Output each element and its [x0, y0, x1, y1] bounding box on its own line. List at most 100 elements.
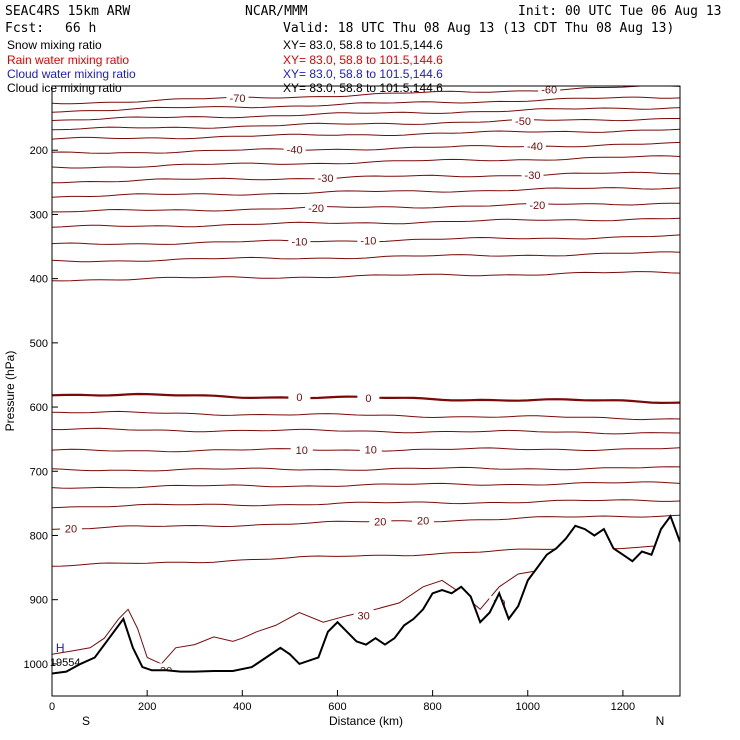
- isotherm--60: [52, 107, 680, 121]
- isotherm--25: [52, 202, 680, 213]
- isotherm-5: [52, 410, 680, 421]
- contour-label-bg: [305, 201, 328, 215]
- contour-label-bg: [412, 513, 435, 527]
- isotherm--70: [52, 86, 680, 105]
- north-label: N: [656, 714, 665, 728]
- isotherm-25: [52, 481, 680, 489]
- contour-label-bg: [314, 170, 337, 184]
- legend-xy-cloud-water: XY= 83.0, 58.8 to 101.5,144.6: [283, 67, 443, 81]
- legend-field-snow: Snow mixing ratio: [7, 38, 102, 52]
- init-time: Init: 00 UTC Tue 06 Aug 13: [518, 4, 722, 19]
- x-tick-label: 400: [233, 701, 251, 713]
- contour-label-bg: [523, 139, 546, 153]
- contour-label: 0: [296, 392, 302, 404]
- contour-label: 10: [365, 445, 377, 457]
- contour-label: -10: [291, 236, 307, 248]
- contour-label-bg: [288, 234, 311, 248]
- contour-label: -10: [360, 235, 376, 247]
- legend-field-cloud-water: Cloud water mixing ratio: [7, 67, 136, 81]
- isotherm--55: [52, 118, 680, 131]
- axis-ticks: 0 200 400 600 800 1000 12002003004005006007008…: [24, 145, 636, 713]
- x-tick-label: 0: [49, 701, 55, 713]
- y-tick-label: 300: [30, 209, 48, 221]
- contour-label: -70: [230, 93, 246, 105]
- x-tick-label: 600: [328, 701, 346, 713]
- isotherm--35: [52, 171, 680, 184]
- y-tick-label: 1000: [24, 659, 48, 671]
- contour-label-bg: [357, 233, 380, 247]
- legend-xy-rain: XY= 83.0, 58.8 to 101.5,144.6: [283, 53, 443, 67]
- legend-field-rain: Rain water mixing ratio: [7, 53, 129, 67]
- forecast-label: Fcst:: [5, 21, 44, 36]
- contour-labels: -70 -60 -50 -40 -40 -30 -30 -20 -20 -10 -10 0 0 10 10 2…: [60, 82, 561, 677]
- contour-label: -30: [318, 173, 334, 185]
- high-marker-label: H: [56, 641, 65, 655]
- contour-label: 0: [365, 393, 371, 405]
- isotherm--40: [52, 155, 680, 169]
- y-tick-label: 700: [30, 466, 48, 478]
- y-tick-label: 200: [30, 145, 48, 157]
- y-tick-label: 400: [30, 274, 48, 286]
- valid-time: Valid: 18 UTC Thu 08 Aug 13 (13 CDT Thu …: [283, 21, 674, 36]
- x-tick-label: 1000: [516, 701, 540, 713]
- isotherm--10: [52, 251, 680, 263]
- isotherm--20: [52, 217, 680, 228]
- surface-marker: H 19554: [50, 641, 81, 669]
- model-title: SEAC4RS 15km ARW: [5, 4, 130, 19]
- contour-label: -30: [525, 170, 541, 182]
- contour-label: -40: [527, 141, 543, 153]
- isotherm--30: [52, 187, 680, 198]
- contour-label-bg: [521, 167, 544, 181]
- contour-label-bg: [290, 442, 313, 456]
- isotherm-contours: [52, 86, 680, 665]
- contour-label-bg: [357, 391, 380, 405]
- y-tick-label: 900: [30, 595, 48, 607]
- organization: NCAR/MMM: [245, 4, 308, 19]
- contour-label: 30: [357, 611, 369, 623]
- contour-label: -20: [529, 200, 545, 212]
- isotherm-10: [52, 427, 680, 435]
- south-label: S: [82, 714, 90, 728]
- contour-label: -40: [287, 145, 303, 157]
- isotherm-20: [52, 466, 680, 472]
- x-axis-label: Distance (km): [329, 714, 403, 728]
- contour-label-bg: [369, 514, 392, 528]
- x-tick-label: 200: [138, 701, 156, 713]
- y-tick-label: 800: [30, 530, 48, 542]
- contour-label-bg: [526, 197, 549, 211]
- terrain-fill: [52, 516, 680, 696]
- contour-label: 10: [296, 445, 308, 457]
- isotherm--65: [52, 96, 680, 113]
- contour-label: 20: [65, 524, 77, 536]
- contour-label-bg: [512, 113, 534, 127]
- legend-xy-snow: XY= 83.0, 58.8 to 101.5,144.6: [283, 38, 443, 52]
- contour-label: 20: [417, 516, 429, 528]
- contour-label-bg: [359, 442, 382, 456]
- field-legend: Snow mixing ratio XY= 83.0, 58.8 to 101.…: [7, 38, 443, 95]
- contour-label-bg: [226, 91, 249, 105]
- x-tick-label: 800: [423, 701, 441, 713]
- terrain-profile: [52, 514, 680, 675]
- high-marker-value: 19554: [50, 657, 81, 669]
- legend-field-cloud-ice: Cloud ice mixing ratio: [7, 81, 122, 95]
- terrain-layer: [52, 514, 680, 696]
- isotherm-35: [52, 514, 680, 530]
- y-axis-label: Pressure (hPa): [3, 351, 17, 432]
- y-tick-label: 600: [30, 402, 48, 414]
- isotherm-30: [52, 499, 680, 509]
- isotherm--50: [52, 128, 680, 140]
- y-tick-label: 500: [30, 338, 48, 350]
- contour-label: -20: [308, 203, 324, 215]
- contour-label: 20: [374, 517, 386, 529]
- isotherm--5: [52, 271, 680, 282]
- forecast-hours: 66 h: [65, 21, 96, 36]
- contour-label-bg: [60, 521, 83, 535]
- x-tick-label: 1200: [611, 701, 635, 713]
- isotherm--45: [52, 141, 680, 154]
- contour-label-bg: [283, 142, 306, 156]
- plot-frame: [51, 85, 681, 697]
- contour-label-bg: [353, 608, 374, 622]
- contour-label: -50: [515, 116, 531, 128]
- legend-xy-cloud-ice: XY= 83.0, 58.8 to 101.5,144.6: [283, 81, 443, 95]
